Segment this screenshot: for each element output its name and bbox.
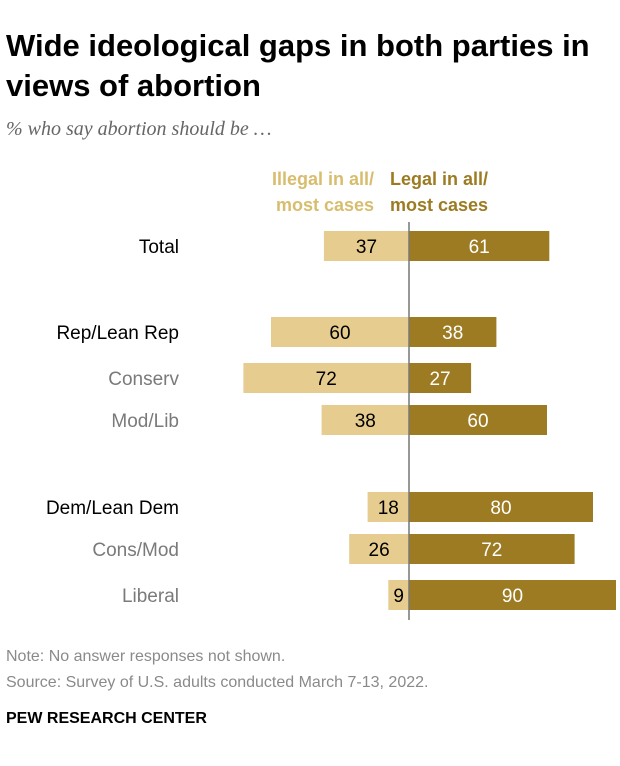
category-label: Conserv: [108, 369, 179, 390]
value-label-legal: 60: [467, 411, 488, 432]
category-label: Liberal: [122, 586, 179, 607]
bar-illegal: [349, 534, 409, 564]
value-label-illegal: 72: [316, 369, 337, 390]
category-label: Cons/Mod: [92, 540, 179, 561]
bar-illegal: [271, 317, 409, 347]
value-label-illegal: 37: [356, 237, 377, 258]
value-label-illegal: 60: [329, 323, 350, 344]
bar-legal: [409, 534, 575, 564]
bar-legal: [409, 405, 547, 435]
value-label-illegal: 18: [378, 498, 399, 519]
chart-subtitle: % who say abortion should be …: [6, 118, 272, 140]
legend-illegal-line2: most cases: [275, 195, 374, 215]
value-label-legal: 38: [442, 323, 463, 344]
value-label-legal: 27: [429, 369, 450, 390]
category-label: Total: [139, 237, 179, 258]
diverging-bar-chart: Total 37 61 Rep/Lean Rep 60 38 Conserv 72 27 Mod/…: [46, 222, 616, 620]
legend-legal-line1: Legal in all/: [390, 169, 489, 189]
value-label-legal: 80: [490, 498, 511, 519]
category-label: Dem/Lean Dem: [46, 498, 179, 519]
category-label: Mod/Lib: [111, 411, 179, 432]
bar-illegal: [388, 580, 409, 610]
legend-illegal: Illegal in all/ most cases: [272, 166, 374, 218]
bar-legal: [409, 492, 593, 522]
value-label-legal: 61: [469, 237, 490, 258]
value-label-illegal: 26: [369, 540, 390, 561]
legend-legal-line2: most cases: [390, 195, 489, 215]
chart-note: Note: No answer responses not shown.: [6, 648, 286, 665]
brand-logo-text: PEW RESEARCH CENTER: [6, 710, 207, 727]
value-label-legal: 90: [502, 586, 523, 607]
bar-illegal: [323, 231, 409, 261]
bar-illegal: [243, 363, 409, 393]
category-label: Rep/Lean Rep: [56, 323, 179, 344]
value-label-legal: 72: [481, 540, 502, 561]
value-label-illegal: 9: [393, 586, 404, 607]
legend-illegal-line1: Illegal in all/: [271, 169, 374, 189]
chart-source: Source: Survey of U.S. adults conducted …: [6, 674, 429, 691]
chart-title: Wide ideological gaps in both parties in…: [6, 28, 590, 103]
bar-illegal: [321, 405, 409, 435]
bar-legal: [409, 231, 550, 261]
legend-legal: Legal in all/ most cases: [390, 166, 488, 218]
bar-legal: [409, 363, 472, 393]
value-label-illegal: 38: [355, 411, 376, 432]
bar-legal: [409, 317, 497, 347]
bar-legal: [409, 580, 616, 610]
bar-illegal: [367, 492, 409, 522]
